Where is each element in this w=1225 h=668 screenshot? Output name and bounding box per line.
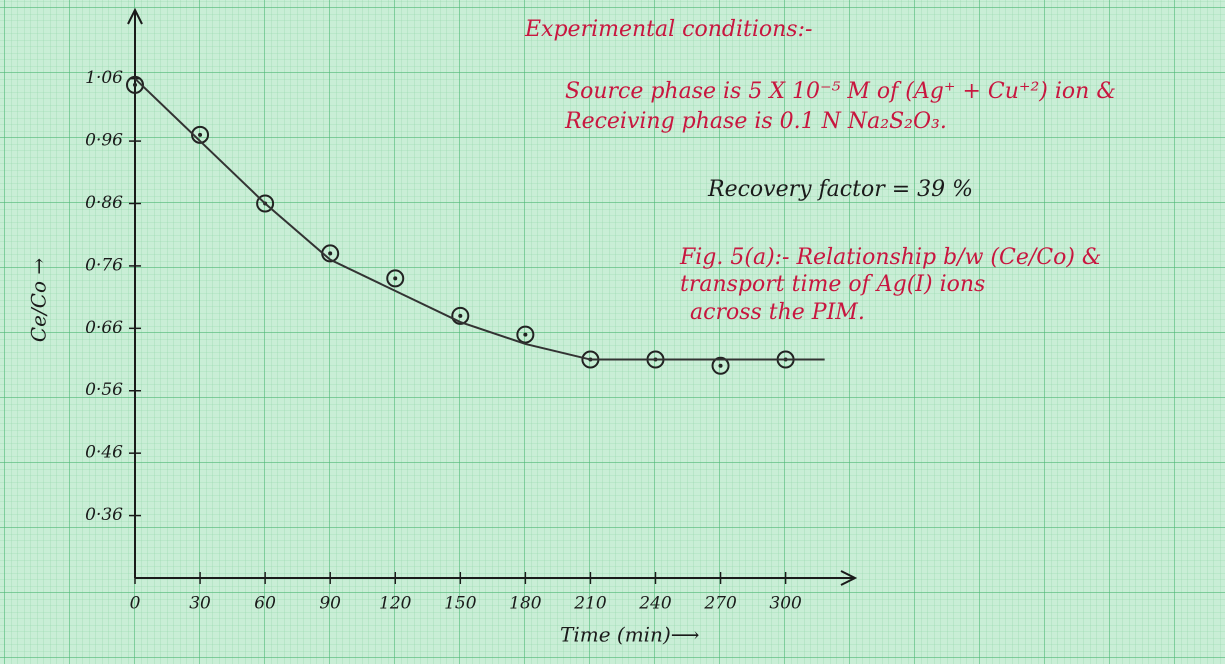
x-tick-label: 120: [379, 594, 412, 614]
y-tick-label: 0·66: [85, 318, 123, 338]
y-axis-arrow: [127, 7, 143, 25]
x-tick-label: 30: [189, 594, 211, 614]
data-point: [386, 269, 405, 288]
x-tick-label: 0: [130, 594, 141, 614]
fit-curve: [134, 77, 825, 361]
x-tick-label: 90: [319, 594, 341, 614]
x-axis-arrow: [840, 570, 858, 586]
marker-dot: [133, 82, 137, 87]
y-axis-label: Ce/Co →: [27, 258, 51, 343]
annotation: Experimental conditions:-: [524, 17, 812, 42]
x-tick-label: 180: [509, 594, 542, 614]
x-tick-label: 240: [638, 594, 672, 614]
data-point: [711, 356, 730, 375]
marker-dot: [328, 251, 333, 256]
data-point: [126, 75, 144, 94]
x-tick-label: 60: [254, 594, 276, 614]
y-tick-label: 0·56: [85, 380, 123, 400]
annotation: Source phase is 5 X 10⁻⁵ M of (Ag⁺ + Cu⁺…: [565, 79, 1116, 104]
x-tick-label: 300: [769, 594, 802, 614]
marker-dot: [718, 363, 723, 368]
data-point: [191, 125, 210, 144]
marker-dot: [198, 132, 203, 137]
data-point: [256, 194, 275, 213]
annotation: transport time of Ag(I) ions: [680, 272, 985, 297]
y-tick-label: 0·86: [85, 193, 123, 213]
y-tick-label: 1·06: [85, 68, 123, 88]
annotation: Receiving phase is 0.1 N Na₂S₂O₃.: [564, 109, 947, 134]
y-tick-label: 0·96: [85, 131, 123, 151]
x-tick-label: 210: [573, 594, 607, 614]
data-point: [451, 306, 470, 325]
annotation: Fig. 5(a):- Relationship b/w (Ce/Co) &: [679, 245, 1102, 270]
marker-dot: [523, 332, 528, 337]
marker-dot: [393, 276, 398, 281]
annotation: Recovery factor = 39 %: [707, 177, 973, 202]
y-tick-label: 0·76: [85, 255, 123, 275]
y-tick-label: 0·46: [85, 443, 123, 463]
x-axis-label: Time (min)⟶: [560, 623, 699, 647]
data-point: [516, 325, 535, 344]
x-tick-label: 270: [703, 594, 737, 614]
annotation: across the PIM.: [690, 300, 865, 325]
marker-dot: [458, 313, 463, 318]
y-tick-label: 0·36: [85, 505, 123, 525]
x-tick-label: 150: [444, 594, 477, 614]
